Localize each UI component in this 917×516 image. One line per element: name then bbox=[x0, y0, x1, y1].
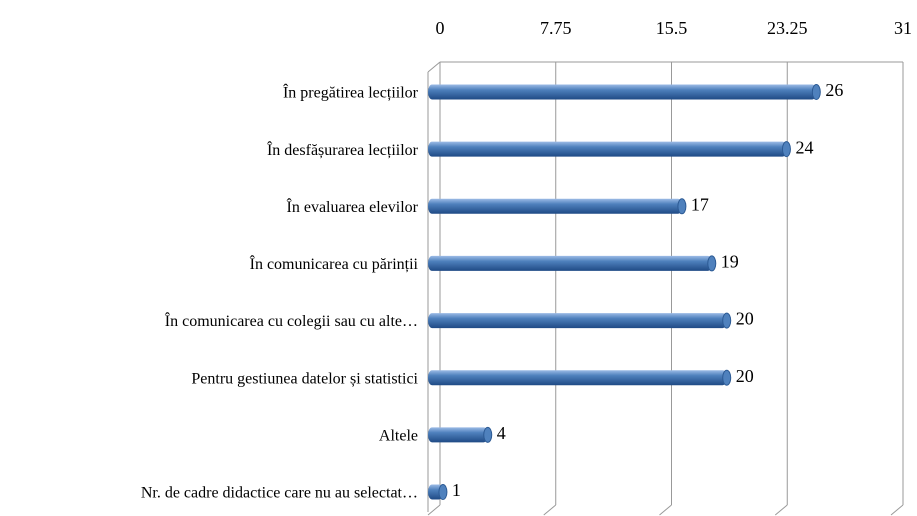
bar-cap bbox=[722, 312, 732, 329]
value-label: 4 bbox=[497, 423, 506, 443]
bar-cap bbox=[677, 198, 687, 215]
category-label: În pregătirea lecțiilor bbox=[283, 83, 419, 102]
bar bbox=[428, 198, 682, 214]
value-label: 1 bbox=[452, 480, 461, 500]
category-label: În comunicarea cu părinții bbox=[250, 254, 419, 273]
x-tick-label: 7.75 bbox=[540, 18, 572, 38]
axis-corner bbox=[427, 61, 441, 73]
bar-cap bbox=[438, 484, 448, 500]
grid-floor bbox=[543, 504, 557, 516]
bar bbox=[428, 141, 787, 157]
bar bbox=[428, 370, 727, 386]
value-label: 20 bbox=[736, 309, 754, 329]
category-label: În comunicarea cu colegii sau cu alte… bbox=[165, 311, 418, 330]
bar-cap bbox=[781, 141, 791, 158]
value-label: 17 bbox=[691, 194, 709, 214]
value-label: 26 bbox=[825, 80, 843, 100]
bar bbox=[428, 427, 488, 443]
bar-cap bbox=[811, 84, 821, 100]
x-tick-label: 0 bbox=[436, 18, 445, 38]
bar-cap bbox=[707, 255, 717, 272]
x-tick-label: 31 bbox=[894, 18, 912, 38]
category-label: Nr. de cadre didactice care nu au select… bbox=[141, 485, 418, 502]
value-label: 19 bbox=[721, 252, 739, 272]
grid-floor bbox=[774, 504, 788, 516]
bar bbox=[428, 313, 727, 329]
bar-cap bbox=[722, 369, 732, 386]
x-tick-label: 23.25 bbox=[767, 18, 808, 38]
x-tick-label: 15.5 bbox=[656, 18, 688, 38]
value-label: 20 bbox=[736, 366, 754, 386]
bar-cap bbox=[483, 426, 493, 443]
category-label: Altele bbox=[379, 428, 418, 445]
bar bbox=[428, 84, 817, 100]
grid-floor bbox=[659, 504, 672, 516]
bar bbox=[428, 255, 712, 271]
category-label: În evaluarea elevilor bbox=[287, 197, 419, 216]
category-label: Pentru gestiunea datelor și statistici bbox=[191, 370, 418, 387]
value-label: 24 bbox=[795, 137, 813, 157]
grid-floor bbox=[427, 504, 441, 516]
category-label: În desfășurarea lecțiilor bbox=[267, 140, 419, 159]
grid-floor bbox=[890, 504, 904, 516]
